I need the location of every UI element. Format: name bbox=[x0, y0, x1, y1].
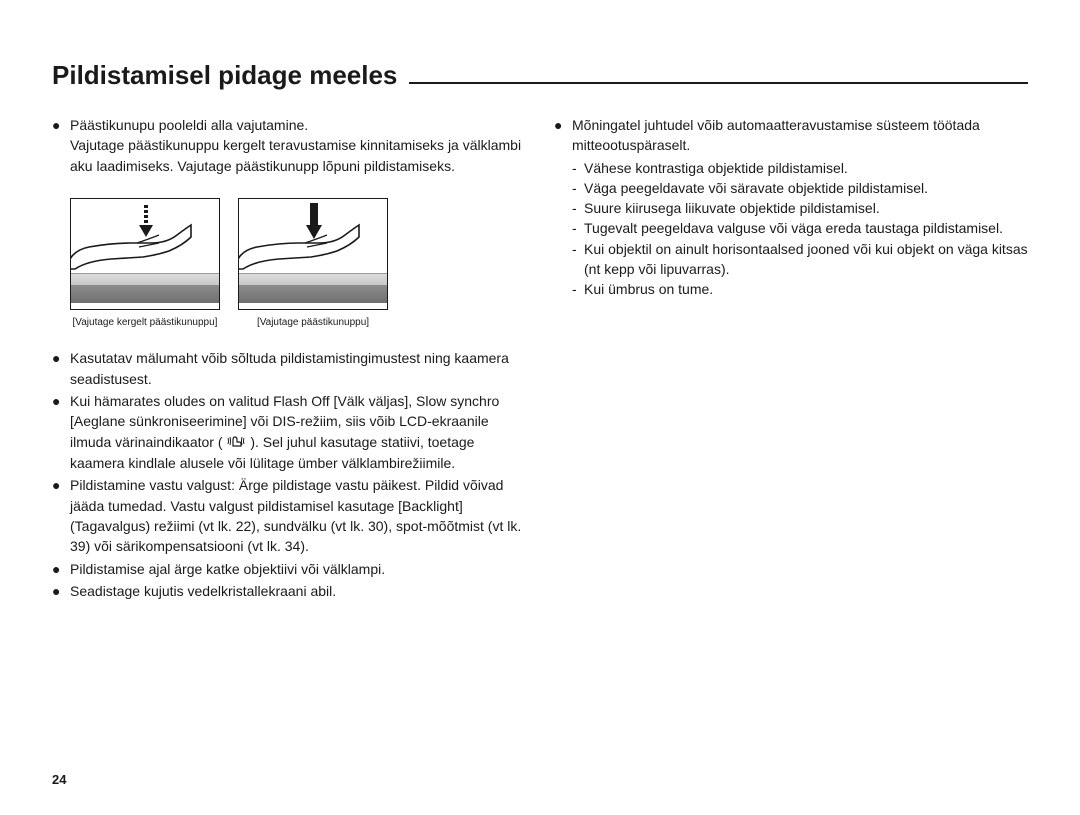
right-column: ● Mõningatel juhtudel võib automaatterav… bbox=[554, 115, 1028, 603]
bullet-text: Pildistamise ajal ärge katke objektiivi … bbox=[70, 559, 526, 579]
bullet-icon: ● bbox=[52, 559, 70, 579]
left-column: ● Päästikunupu pooleldi alla vajutamine.… bbox=[52, 115, 526, 603]
figure-caption: [Vajutage kergelt päästikunuppu] bbox=[73, 316, 218, 331]
sub-text: Kui objektil on ainult horisontaalsed jo… bbox=[584, 239, 1028, 280]
bullet-text: Kasutatav mälumaht võib sõltuda pildista… bbox=[70, 348, 526, 389]
bullet-icon: ● bbox=[52, 581, 70, 601]
list-item: ● Pildistamise ajal ärge katke objektiiv… bbox=[52, 559, 526, 579]
figure-row: [Vajutage kergelt päästikunuppu] bbox=[70, 198, 526, 331]
sub-item: - Vähese kontrastiga objektide pildistam… bbox=[572, 158, 1028, 178]
sub-text: Väga peegeldavate või säravate objektide… bbox=[584, 178, 1028, 198]
list-item: ● Kasutatav mälumaht võib sõltuda pildis… bbox=[52, 348, 526, 389]
bullet-icon: ● bbox=[554, 115, 572, 156]
shake-indicator-icon bbox=[226, 433, 246, 453]
dash-icon: - bbox=[572, 158, 584, 178]
title-row: Pildistamisel pidage meeles bbox=[52, 60, 1028, 91]
figure-caption: [Vajutage päästikunuppu] bbox=[257, 316, 369, 331]
bullet-icon: ● bbox=[52, 391, 70, 473]
title-rule bbox=[409, 82, 1028, 84]
figure-full-press: [Vajutage päästikunuppu] bbox=[238, 198, 388, 331]
figure-box bbox=[70, 198, 220, 310]
figure-half-press: [Vajutage kergelt päästikunuppu] bbox=[70, 198, 220, 331]
bullet-body: Vajutage päästikunuppu kergelt teravusta… bbox=[70, 137, 521, 173]
camera-body bbox=[238, 273, 388, 303]
figure-box bbox=[238, 198, 388, 310]
sub-item: - Suure kiirusega liikuvate objektide pi… bbox=[572, 198, 1028, 218]
dash-icon: - bbox=[572, 218, 584, 238]
list-item: ● Pildistamine vastu valgust: Ärge pildi… bbox=[52, 475, 526, 556]
list-item: ● Mõningatel juhtudel võib automaatterav… bbox=[554, 115, 1028, 156]
bullet-text: Kui hämarates oludes on valitud Flash Of… bbox=[70, 391, 526, 473]
bullet-icon: ● bbox=[52, 348, 70, 389]
bullet-lead: Päästikunupu pooleldi alla vajutamine. bbox=[70, 117, 308, 133]
arrow-down-solid-icon bbox=[306, 203, 322, 239]
dash-icon: - bbox=[572, 178, 584, 198]
list-item: ● Kui hämarates oludes on valitud Flash … bbox=[52, 391, 526, 473]
bullet-text: Mõningatel juhtudel võib automaatteravus… bbox=[572, 115, 1028, 156]
list-item: ● Seadistage kujutis vedelkristallekraan… bbox=[52, 581, 526, 601]
sub-text: Suure kiirusega liikuvate objektide pild… bbox=[584, 198, 1028, 218]
sub-text: Vähese kontrastiga objektide pildistamis… bbox=[584, 158, 1028, 178]
camera-body bbox=[70, 273, 220, 303]
bullet-text: Päästikunupu pooleldi alla vajutamine. V… bbox=[70, 115, 526, 176]
sub-item: - Väga peegeldavate või säravate objekti… bbox=[572, 178, 1028, 198]
dash-icon: - bbox=[572, 239, 584, 280]
bullet-text: Pildistamine vastu valgust: Ärge pildist… bbox=[70, 475, 526, 556]
bullet-icon: ● bbox=[52, 115, 70, 176]
sub-item: - Kui objektil on ainult horisontaalsed … bbox=[572, 239, 1028, 280]
arrow-down-dashed-icon bbox=[139, 205, 153, 239]
page-number: 24 bbox=[52, 772, 66, 787]
sub-text: Tugevalt peegeldava valguse või väga ere… bbox=[584, 218, 1028, 238]
sub-text: Kui ümbrus on tume. bbox=[584, 279, 1028, 299]
bullet-text: Seadistage kujutis vedelkristallekraani … bbox=[70, 581, 526, 601]
bullet-icon: ● bbox=[52, 475, 70, 556]
sub-item: - Tugevalt peegeldava valguse või väga e… bbox=[572, 218, 1028, 238]
sub-item: - Kui ümbrus on tume. bbox=[572, 279, 1028, 299]
manual-page: Pildistamisel pidage meeles ● Päästikunu… bbox=[0, 0, 1080, 815]
sub-list: - Vähese kontrastiga objektide pildistam… bbox=[572, 158, 1028, 300]
dash-icon: - bbox=[572, 279, 584, 299]
hand-illustration bbox=[238, 219, 361, 275]
dash-icon: - bbox=[572, 198, 584, 218]
hand-illustration bbox=[70, 219, 193, 275]
columns: ● Päästikunupu pooleldi alla vajutamine.… bbox=[52, 115, 1028, 603]
bullet-lead: Pildistamine vastu valgust: bbox=[70, 477, 235, 493]
page-title: Pildistamisel pidage meeles bbox=[52, 60, 397, 91]
list-item: ● Päästikunupu pooleldi alla vajutamine.… bbox=[52, 115, 526, 176]
